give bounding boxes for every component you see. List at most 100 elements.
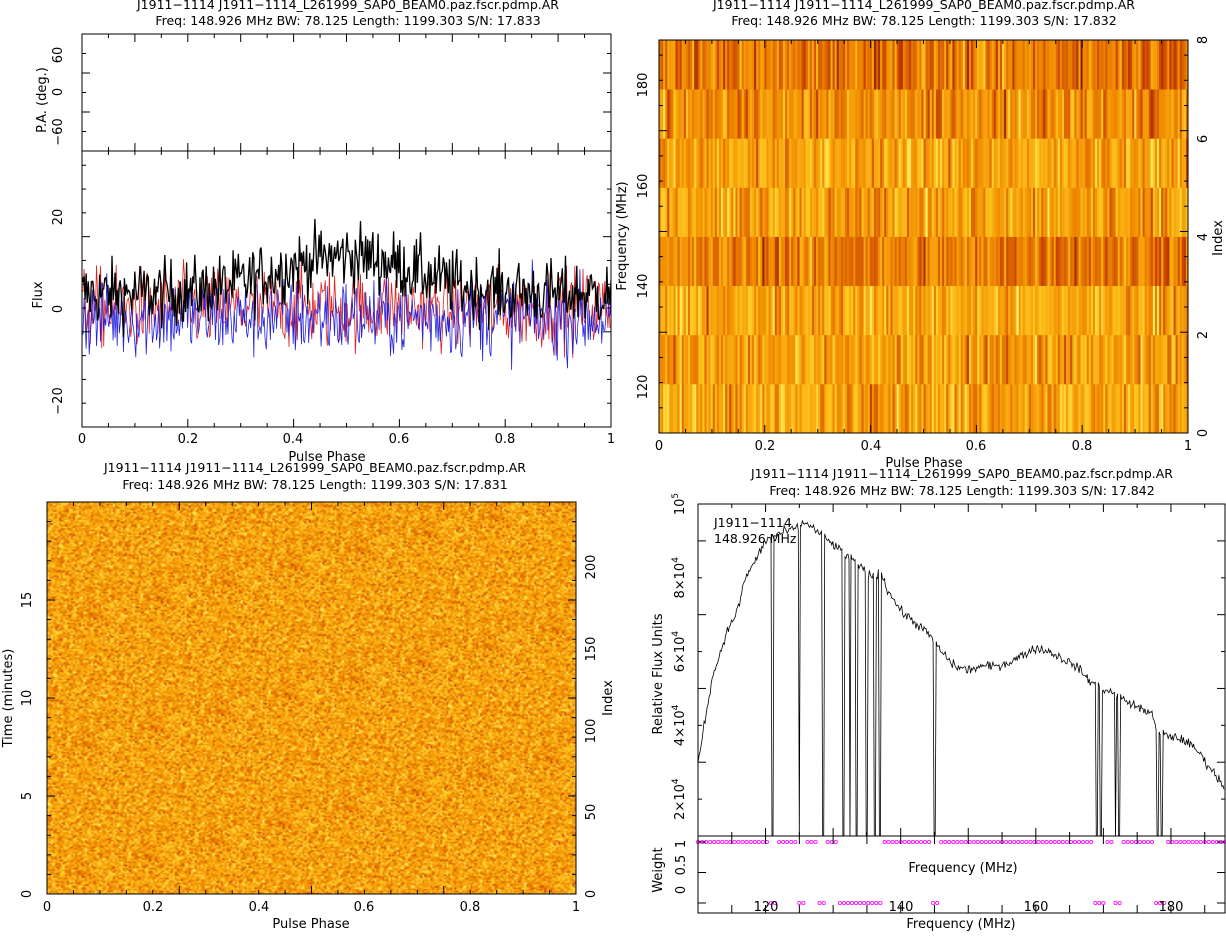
- freq-phase-cell: [844, 187, 848, 237]
- freq-phase-cell: [1146, 40, 1150, 90]
- freq-phase-cell: [716, 236, 720, 287]
- freq-phase-cell: [1088, 383, 1092, 434]
- freq-phase-cell: [1148, 138, 1152, 188]
- freq-phase-cell: [832, 236, 836, 287]
- freq-phase-cell: [1014, 285, 1017, 336]
- freq-phase-cell: [675, 138, 678, 188]
- freq-phase-cell: [758, 334, 761, 385]
- freq-phase-cell: [1022, 383, 1026, 434]
- freq-phase-cell: [985, 138, 988, 188]
- freq-phase-cell: [1030, 285, 1034, 336]
- freq-phase-cell: [754, 285, 757, 336]
- freq-phase-cell: [1078, 285, 1081, 336]
- freq-phase-cell: [690, 40, 693, 90]
- freq-phase-cell: [981, 40, 984, 90]
- bandpass-ytick-label: 8×104: [671, 557, 688, 599]
- freq-phase-cell: [793, 236, 796, 287]
- freq-phase-cell: [768, 138, 771, 188]
- freq-phase-cell: [973, 40, 976, 90]
- time-xtick-0.2: 0.2: [143, 900, 164, 915]
- freq-phase-cell: [799, 285, 802, 336]
- freq-phase-cell: [1177, 187, 1181, 237]
- freq-phase-cell: [739, 40, 743, 90]
- freq-phase-cell: [1008, 40, 1011, 90]
- freq-phase-cell: [1177, 285, 1181, 336]
- time-phase-subtitle: Freq: 148.926 MHz BW: 78.125 Length: 119…: [122, 477, 507, 492]
- freq-phase-cell: [1074, 285, 1077, 336]
- freq-phase-cell: [706, 89, 709, 139]
- freq-phase-cell: [890, 236, 893, 287]
- freq-phase-cell: [694, 187, 697, 237]
- weight-marker: [744, 840, 749, 845]
- freq-phase-cell: [725, 236, 728, 287]
- freq-phase-heatmap: [659, 40, 1189, 434]
- freq-phase-cell: [849, 285, 852, 336]
- weight-marker: [756, 840, 761, 845]
- freq-phase-cell: [925, 40, 929, 90]
- freq-phase-cell: [1169, 187, 1172, 237]
- freq-phase-cell: [915, 334, 918, 385]
- freq-phase-cell: [681, 40, 685, 90]
- freq-phase-cell: [919, 236, 922, 287]
- freq-phase-cell: [756, 383, 759, 434]
- freq-phase-cell: [733, 187, 736, 237]
- freq-phase-cell: [692, 138, 695, 188]
- freq-phase-cell: [702, 383, 705, 434]
- freq-phase-cell: [1146, 187, 1150, 237]
- freq-phase-cell: [1161, 138, 1164, 188]
- freq-phase-cell: [948, 138, 951, 188]
- freq-phase-cell: [768, 187, 771, 237]
- freq-phase-cell: [1171, 138, 1174, 188]
- freq-phase-cell: [851, 89, 854, 139]
- weight-marker: [1056, 840, 1061, 845]
- freq-phase-cell: [1097, 40, 1100, 90]
- freq-phase-cell: [1099, 285, 1102, 336]
- freq-phase-cell: [940, 89, 943, 139]
- weight-marker: [914, 840, 919, 845]
- freq-phase-cell: [661, 334, 664, 385]
- freq-phase-cell: [747, 187, 751, 237]
- freq-phase-cell: [720, 236, 724, 287]
- freq-phase-cell: [1152, 236, 1156, 287]
- freq-phase-cell: [801, 383, 805, 434]
- freq-phase-cell: [1084, 89, 1088, 139]
- freq-phase-cell: [937, 236, 941, 287]
- freq-phase-cell: [855, 89, 858, 139]
- freq-phase-cell: [995, 187, 999, 237]
- freq-phase-cell: [1020, 285, 1024, 336]
- freq-phase-cell: [770, 334, 774, 385]
- freq-phase-cell: [714, 187, 718, 237]
- freq-phase-cell: [942, 187, 945, 237]
- freq-phase-cell: [1078, 40, 1081, 90]
- freq-phase-cell: [749, 285, 753, 336]
- freq-phase-cell: [1103, 383, 1106, 434]
- ytick-exponent: 4: [671, 778, 681, 784]
- freq-phase-cell: [671, 334, 674, 385]
- freq-phase-cell: [1177, 40, 1181, 90]
- freq-phase-cell: [925, 89, 929, 139]
- freq-phase-cell: [1028, 187, 1032, 237]
- weight-ticks: [697, 836, 1225, 913]
- freq-phase-cell: [987, 138, 991, 188]
- freq-phase-cell: [946, 383, 949, 434]
- freq-phase-cell: [694, 89, 697, 139]
- bandpass-spectrum: [698, 520, 1225, 836]
- freq-phase-cell: [687, 236, 691, 287]
- freq-phase-cell: [710, 285, 714, 336]
- freq-phase-cell: [946, 285, 949, 336]
- freq-phase-cell: [925, 334, 929, 385]
- freq-phase-cell: [820, 383, 823, 434]
- freq-phase-cell: [1076, 334, 1079, 385]
- freq-phase-cell: [675, 89, 678, 139]
- freq-phase-cell: [1134, 40, 1137, 90]
- freq-phase-cell: [702, 334, 705, 385]
- freq-phase-cell: [776, 138, 780, 188]
- freq-phase-cell: [764, 334, 767, 385]
- freq-phase-cell: [977, 334, 980, 385]
- freq-ytick-140: 140: [636, 274, 651, 299]
- freq-phase-cell: [875, 187, 879, 237]
- freq-phase-cell: [690, 187, 693, 237]
- freq-phase-cell: [964, 40, 968, 90]
- weight-ylabel: Weight: [651, 847, 666, 892]
- freq-phase-cell: [1068, 89, 1071, 139]
